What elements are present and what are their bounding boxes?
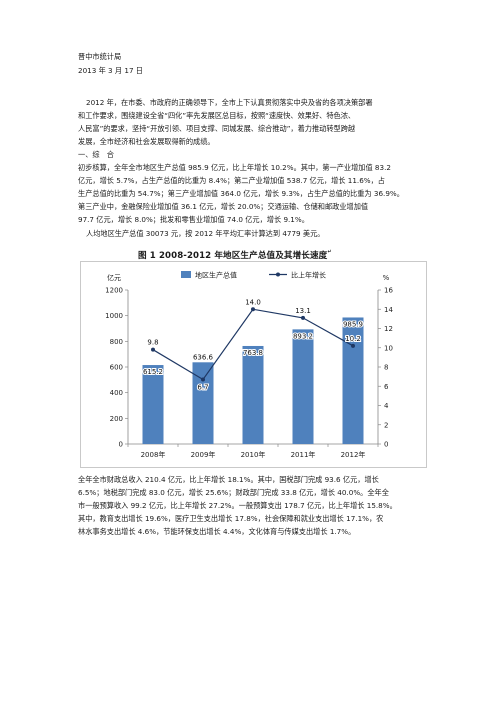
line-data-label: 9.8 xyxy=(147,339,158,347)
left-tick-label: 0 xyxy=(119,441,123,449)
paragraph-line: 全年全市财政总收入 210.4 亿元，比上年增长 18.1%。其中，国税部门完成… xyxy=(78,475,379,484)
left-tick-label: 400 xyxy=(110,389,123,397)
paragraph-line: 6.5%；地税部门完成 83.0 亿元，增长 25.6%；财政部门完成 33.8… xyxy=(78,488,389,497)
left-tick-label: 1200 xyxy=(105,287,123,295)
issuing-org: 晋中市统计局 xyxy=(78,52,122,61)
legend-bar-label: 地区生产总值 xyxy=(195,271,237,280)
growth-marker xyxy=(251,307,255,312)
line-data-label: 14.0 xyxy=(245,298,261,306)
gdp-bar xyxy=(192,362,214,444)
paragraph-line: 初步核算，全年全市地区生产总值 985.9 亿元，比上年增长 10.2%。其中，… xyxy=(78,163,391,172)
x-tick-label: 2009年 xyxy=(191,450,216,459)
bar-data-label: 615.2 xyxy=(143,368,163,376)
intro-line: 和工作要求，围绕建设全省“四化”率先发展区总目标，按照“速度快、效果好、特色浓、 xyxy=(78,111,356,120)
intro-line: 人民富”的要求，坚持“开放引领、项目支撑、同城发展、综合推动”，着力推动转型跨越 xyxy=(78,124,356,133)
figure-title: 图 1 2008-2012 年地区生产总值及其增长速度↵ xyxy=(138,249,332,261)
right-tick-label: 2 xyxy=(384,421,388,429)
figure-title-text: 图 1 2008-2012 年地区生产总值及其增长速度 xyxy=(138,251,328,261)
left-tick-label: 600 xyxy=(110,364,123,372)
right-tick-label: 10 xyxy=(384,344,393,352)
right-tick-label: 6 xyxy=(384,383,389,391)
line-data-label: 13.1 xyxy=(295,307,311,315)
right-tick-label: 12 xyxy=(384,325,393,333)
legend-bar-swatch xyxy=(181,271,191,278)
line-data-label: 10.2 xyxy=(345,335,361,343)
paragraph-mark-icon: ↵ xyxy=(327,249,332,255)
legend-line-label: 比上年增长 xyxy=(291,271,326,280)
left-tick-label: 200 xyxy=(110,415,123,423)
paragraph-line: 其中，教育支出增长 19.6%，医疗卫生支出增长 17.8%，社会保障和就业支出… xyxy=(78,514,384,523)
gdp-bar xyxy=(242,345,264,444)
paragraph-line: 第三产业中，金融保险业增加值 36.1 亿元，增长 20.0%；交通运输、仓储和… xyxy=(78,202,369,211)
legend-line-marker xyxy=(276,272,280,277)
right-tick-label: 0 xyxy=(384,441,388,449)
left-tick-label: 1000 xyxy=(105,312,123,320)
gdp-bar xyxy=(342,317,364,444)
bar-data-label: 636.6 xyxy=(193,353,214,361)
paragraph-line: 市一般预算收入 99.2 亿元，比上年增长 27.2%。一般预算支出 178.7… xyxy=(78,501,397,510)
paragraph-line: 生产总值的比重为 54.7%；第三产业增加值 364.0 亿元，增长 9.3%，… xyxy=(78,189,404,198)
issue-date: 2013 年 3 月 17 日 xyxy=(78,66,143,75)
paragraph-line: 亿元，增长 5.7%，占生产总值的比重为 8.4%；第二产业增加值 538.7 … xyxy=(78,176,385,185)
right-axis-unit: % xyxy=(383,274,390,282)
bar-data-label: 893.2 xyxy=(293,332,313,340)
growth-marker xyxy=(351,343,355,348)
bar-data-label: 985.9 xyxy=(343,320,363,328)
right-tick-label: 14 xyxy=(384,306,393,314)
intro-line: 发展，全市经济和社会发展取得新的成绩。 xyxy=(78,137,215,146)
right-tick-label: 8 xyxy=(384,364,388,372)
gdp-bar xyxy=(292,329,314,444)
bar-data-label: 763.8 xyxy=(243,349,263,357)
line-data-label: 6.7 xyxy=(197,384,208,392)
intro-line: 2012 年，在市委、市政府的正确领导下，全市上下认真贯彻落实中央及省的各项决策… xyxy=(86,98,373,107)
paragraph-line: 97.7 亿元，增长 8.0%；批发和零售业增加值 74.0 亿元，增长 9.1… xyxy=(78,215,309,224)
growth-marker xyxy=(151,347,155,352)
left-axis-unit: 亿元 xyxy=(107,273,121,282)
left-tick-label: 800 xyxy=(110,338,123,346)
x-tick-label: 2011年 xyxy=(291,450,316,459)
gdp-bar xyxy=(142,365,164,444)
section-heading: 一、综 合 xyxy=(78,150,114,159)
x-tick-label: 2010年 xyxy=(241,450,266,459)
growth-marker xyxy=(301,315,305,320)
x-tick-label: 2012年 xyxy=(341,450,366,459)
paragraph-line: 林水事务支出增长 4.6%，节能环保支出增长 4.4%，文化体育与传媒支出增长 … xyxy=(78,527,356,536)
right-tick-label: 16 xyxy=(384,287,393,295)
right-tick-label: 4 xyxy=(384,402,389,410)
x-tick-label: 2008年 xyxy=(141,450,166,459)
growth-marker xyxy=(201,377,205,382)
gdp-chart-svg: 0 200 400 600 800 1000 1200 0 2 4 6 8 10 12 14 16 亿元 % 200… xyxy=(105,271,393,460)
paragraph-line: 人均地区生产总值 30073 元，按 2012 年平均汇率计算达到 4779 美… xyxy=(86,229,325,238)
gdp-chart: 0 200 400 600 800 1000 1200 0 2 4 6 8 10 12 14 16 亿元% 200… xyxy=(80,261,427,468)
